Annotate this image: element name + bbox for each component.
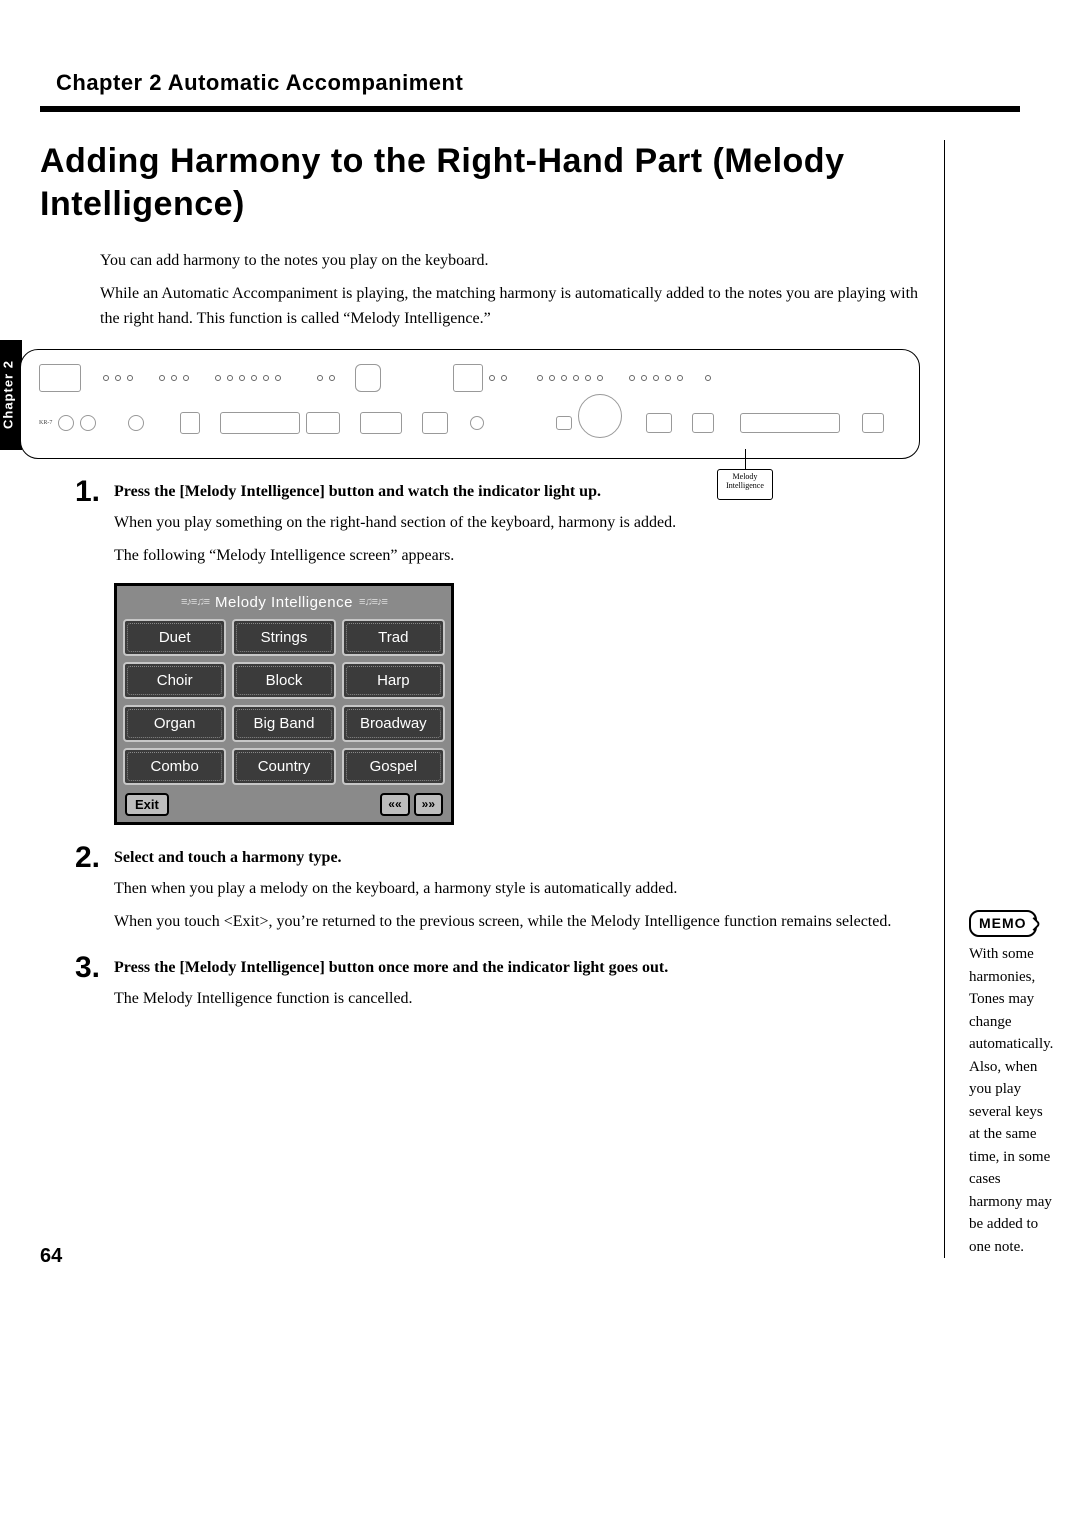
lcd-cell-trad[interactable]: Trad [342, 619, 445, 656]
lcd-next-button[interactable]: »» [414, 793, 443, 816]
lcd-cell-choir[interactable]: Choir [123, 662, 226, 699]
main-column: Adding Harmony to the Right-Hand Part (M… [40, 140, 945, 1258]
step-para: When you touch <Exit>, you’re returned t… [114, 910, 920, 935]
step-number: 2 [64, 843, 100, 877]
step-para: The following “Melody Intelligence scree… [114, 544, 920, 569]
lcd-cell-organ[interactable]: Organ [123, 705, 226, 742]
intro-para-1: You can add harmony to the notes you pla… [100, 249, 920, 274]
lcd-cell-strings[interactable]: Strings [232, 619, 335, 656]
step-1: 1 Press the [Melody Intelligence] button… [64, 477, 920, 511]
lcd-exit-button[interactable]: Exit [125, 793, 169, 816]
step-3: 3 Press the [Melody Intelligence] button… [64, 953, 920, 987]
step-para: The Melody Intelligence function is canc… [114, 987, 920, 1012]
callout-label: Melody Intelligence [717, 469, 773, 500]
lcd-cell-harp[interactable]: Harp [342, 662, 445, 699]
step-title: Press the [Melody Intelligence] button o… [114, 959, 920, 977]
lcd-cell-block[interactable]: Block [232, 662, 335, 699]
page-title: Adding Harmony to the Right-Hand Part (M… [40, 140, 920, 225]
step-title: Press the [Melody Intelligence] button a… [114, 483, 920, 501]
memo-text: With some harmonies, Tones may change au… [969, 943, 1053, 1258]
step-title: Select and touch a harmony type. [114, 849, 920, 867]
lcd-cell-combo[interactable]: Combo [123, 748, 226, 785]
step-number: 3 [64, 953, 100, 987]
lcd-cell-duet[interactable]: Duet [123, 619, 226, 656]
header-rule [40, 106, 1020, 112]
memo-badge: MEMO [969, 910, 1037, 937]
step-para: When you play something on the right-han… [114, 511, 920, 536]
intro-para-2: While an Automatic Accompaniment is play… [100, 282, 920, 332]
page-number: 64 [40, 1245, 62, 1268]
lcd-cell-gospel[interactable]: Gospel [342, 748, 445, 785]
step-para: Then when you play a melody on the keybo… [114, 877, 920, 902]
lcd-title: Melody Intelligence [215, 594, 353, 611]
lcd-cell-bigband[interactable]: Big Band [232, 705, 335, 742]
step-number: 1 [64, 477, 100, 511]
lcd-cell-broadway[interactable]: Broadway [342, 705, 445, 742]
lcd-prev-button[interactable]: «« [380, 793, 409, 816]
step-2: 2 Select and touch a harmony type. [64, 843, 920, 877]
side-column: MEMO With some harmonies, Tones may chan… [969, 140, 1053, 1258]
lcd-screen: ≡♪≡♫≡ Melody Intelligence ≡♫≡♪≡ Duet Str… [114, 583, 454, 825]
panel-diagram: KR-7 [20, 349, 920, 459]
lcd-cell-country[interactable]: Country [232, 748, 335, 785]
chapter-tab: Chapter 2 [0, 340, 22, 450]
chapter-header: Chapter 2 Automatic Accompaniment [56, 70, 1020, 96]
